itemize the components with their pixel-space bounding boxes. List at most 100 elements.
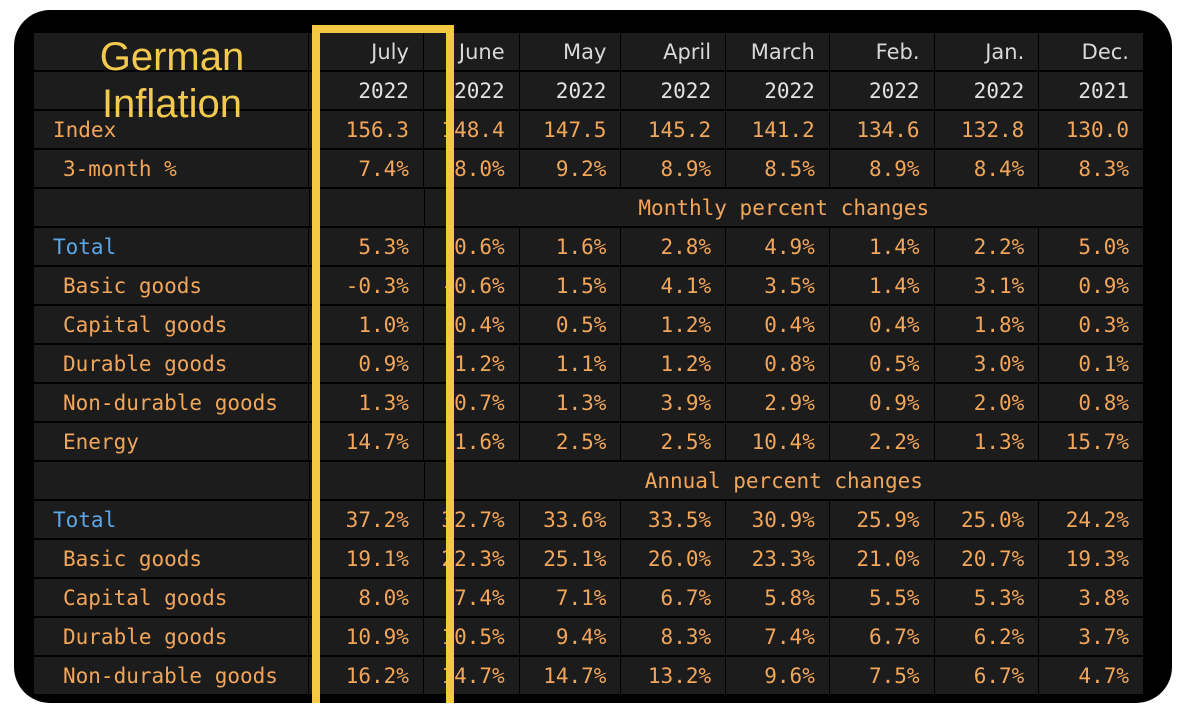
- table-cell: 0.5%: [519, 306, 621, 343]
- table-cell: 19.1%: [309, 540, 423, 577]
- table-cell: -0.6%: [423, 267, 519, 304]
- table-cell: 132.8: [934, 111, 1039, 148]
- table-cell: 8.0%: [423, 150, 519, 187]
- table-cell: 5.3%: [309, 228, 423, 265]
- table-cell: 9.4%: [519, 618, 621, 655]
- table-row: Index 156.3 148.4 147.5 145.2 141.2 134.6 132.8…: [34, 110, 1144, 149]
- table-cell: 1.1%: [519, 345, 621, 382]
- table-cell: 14.7%: [309, 423, 423, 460]
- table-cell: 8.9%: [621, 150, 726, 187]
- table-cell: 3.8%: [1039, 579, 1143, 616]
- table-cell: -0.3%: [309, 267, 423, 304]
- index-rows: Index 156.3 148.4 147.5 145.2 141.2 134.6 132.8…: [34, 110, 1144, 188]
- table-cell: 1.6%: [519, 228, 621, 265]
- annual-rows: Total 37.2% 32.7% 33.6% 33.5% 30.9% 25.9% 25.0%…: [34, 500, 1144, 695]
- table-cell: 30.9%: [726, 501, 829, 538]
- table-cell: 0.7%: [423, 384, 519, 421]
- table-cell: 3.9%: [621, 384, 726, 421]
- table-cell: 1.8%: [934, 306, 1039, 343]
- table-cell: 7.4%: [726, 618, 829, 655]
- col-header-month: April: [621, 33, 726, 70]
- table-cell: 3.0%: [934, 345, 1039, 382]
- row-label: 3-month %: [34, 150, 309, 187]
- table-cell: 0.8%: [726, 345, 829, 382]
- table-cell: 0.9%: [309, 345, 423, 382]
- col-header-month: Jan.: [934, 33, 1039, 70]
- table-cell: 25.0%: [934, 501, 1039, 538]
- table-cell: 7.1%: [519, 579, 621, 616]
- col-header-year: 2022: [309, 72, 423, 109]
- table-row: Basic goods 19.1% 22.3% 25.1% 26.0% 23.3% 21.0…: [34, 539, 1144, 578]
- table-cell: 147.5: [519, 111, 621, 148]
- table-cell: 21.0%: [829, 540, 934, 577]
- table-cell: 1.4%: [829, 267, 934, 304]
- table-cell: 14.7%: [423, 657, 519, 694]
- table-cell: 148.4: [423, 111, 519, 148]
- section-blank: [309, 189, 424, 226]
- table-row: 3-month % 7.4% 8.0% 9.2% 8.9% 8.5% 8.9% 8.4% 8.3…: [34, 149, 1144, 188]
- table-cell: 37.2%: [309, 501, 423, 538]
- table-cell: 4.9%: [726, 228, 829, 265]
- table-cell: 1.2%: [621, 306, 726, 343]
- row-label: Basic goods: [34, 540, 309, 577]
- table-cell: 2.5%: [621, 423, 726, 460]
- table-cell: 22.3%: [423, 540, 519, 577]
- monthly-rows: Total 5.3% 0.6% 1.6% 2.8% 4.9% 1.4% 2.2% 5.0% Bas…: [34, 227, 1144, 461]
- table-row: Capital goods 8.0% 7.4% 7.1% 6.7% 5.8% 5.5% 5.3…: [34, 578, 1144, 617]
- table-cell: 2.9%: [726, 384, 829, 421]
- table-cell: 7.5%: [829, 657, 934, 694]
- col-header-year: 2022: [621, 72, 726, 109]
- table-cell: 0.9%: [829, 384, 934, 421]
- col-header-year: 2022: [519, 72, 621, 109]
- table-cell: 10.5%: [423, 618, 519, 655]
- section-blank: [34, 462, 309, 499]
- row-label: Total: [34, 228, 309, 265]
- table-cell: 23.3%: [726, 540, 829, 577]
- table-cell: 4.1%: [621, 267, 726, 304]
- section-blank: [34, 189, 309, 226]
- table-cell: 10.4%: [726, 423, 829, 460]
- title-line: German: [99, 35, 245, 79]
- col-header-year: 2021: [1039, 72, 1143, 109]
- col-header-year: 2022: [726, 72, 829, 109]
- table-cell: 8.9%: [829, 150, 934, 187]
- table-cell: 0.3%: [1039, 306, 1143, 343]
- table-cell: 145.2: [621, 111, 726, 148]
- table-cell: 134.6: [829, 111, 934, 148]
- table-cell: 8.0%: [309, 579, 423, 616]
- row-label: Basic goods: [34, 267, 309, 304]
- table-cell: 0.9%: [1039, 267, 1143, 304]
- table-cell: 7.4%: [423, 579, 519, 616]
- table-cell: 1.5%: [519, 267, 621, 304]
- row-label: Energy: [34, 423, 309, 460]
- table-cell: 1.4%: [829, 228, 934, 265]
- table-cell: 8.5%: [726, 150, 829, 187]
- col-header-month: Dec.: [1039, 33, 1143, 70]
- table-cell: 3.1%: [934, 267, 1039, 304]
- table-cell: 156.3: [309, 111, 423, 148]
- table-cell: 4.7%: [1039, 657, 1143, 694]
- table-cell: 24.2%: [1039, 501, 1143, 538]
- table-row: Non-durable goods 16.2% 14.7% 14.7% 13.2% 9.6…: [34, 656, 1144, 695]
- table-cell: 2.2%: [934, 228, 1039, 265]
- row-label: Non-durable goods: [34, 657, 309, 694]
- table-cell: 33.6%: [519, 501, 621, 538]
- col-header-month: Feb.: [829, 33, 934, 70]
- table-cell: 8.3%: [1039, 150, 1143, 187]
- title-line: Inflation: [101, 82, 243, 126]
- table-cell: 2.5%: [519, 423, 621, 460]
- table-cell: 2.8%: [621, 228, 726, 265]
- table-cell: 14.7%: [519, 657, 621, 694]
- section-title: Monthly percent changes: [424, 189, 1143, 226]
- table-cell: 13.2%: [621, 657, 726, 694]
- table-row: Energy 14.7% 1.6% 2.5% 2.5% 10.4% 2.2% 1.3% 15.7…: [34, 422, 1144, 461]
- table-cell: 0.6%: [423, 228, 519, 265]
- table-cell: 1.3%: [934, 423, 1039, 460]
- section-header-annual: Annual percent changes: [34, 461, 1144, 500]
- table-cell: 8.3%: [621, 618, 726, 655]
- row-label: Non-durable goods: [34, 384, 309, 421]
- table-row: Non-durable goods 1.3% 0.7% 1.3% 3.9% 2.9% 0.9…: [34, 383, 1144, 422]
- header-corner: [34, 33, 309, 70]
- table-cell: 1.2%: [423, 345, 519, 382]
- table-cell: 0.4%: [726, 306, 829, 343]
